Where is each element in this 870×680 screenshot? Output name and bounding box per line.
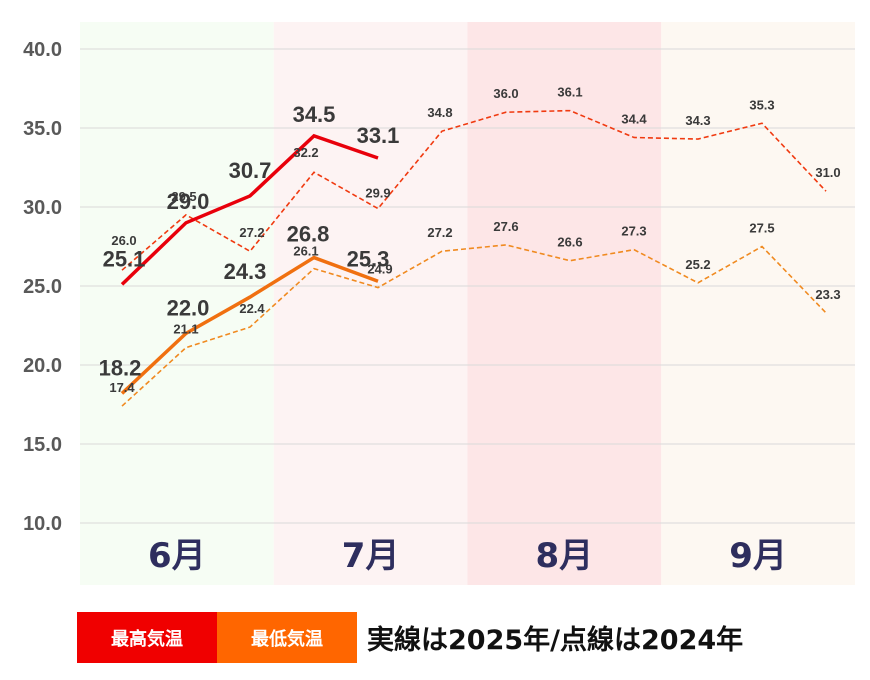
data-label-min2024: 27.2 (427, 225, 452, 240)
month-band (661, 22, 855, 585)
data-label-max2024: 36.1 (557, 85, 582, 100)
data-label-max2024: 36.0 (493, 86, 518, 101)
y-tick-label: 10.0 (23, 513, 62, 535)
data-label-max2024: 35.3 (749, 97, 774, 112)
legend-note: 実線は2025年/点線は2024年 (367, 625, 744, 656)
series-line-max2025 (120, 133, 379, 286)
data-label-max2025: 25.1 (103, 246, 146, 271)
month-label: 8月 (536, 536, 594, 576)
data-label-min2024: 23.3 (815, 287, 840, 302)
data-label-max2024: 32.2 (293, 145, 318, 160)
data-label-min2024: 22.4 (239, 301, 265, 316)
data-label-max2024: 27.2 (239, 225, 264, 240)
data-label-min2025: 22.0 (167, 295, 210, 320)
month-label: 7月 (342, 536, 400, 576)
legend-max-temp: 最高気温 (77, 612, 217, 663)
data-label-max2025: 29.0 (167, 189, 210, 214)
data-label-min2025: 25.3 (347, 246, 390, 271)
y-tick-label: 40.0 (23, 39, 62, 61)
series-line-max2024 (121, 109, 827, 271)
data-label-min2024: 25.2 (685, 257, 710, 272)
data-label-min2025: 24.3 (224, 259, 267, 284)
y-tick-label: 15.0 (23, 434, 62, 456)
data-label-max2025: 30.7 (229, 158, 272, 183)
data-label-max2024: 29.9 (365, 186, 390, 201)
data-label-max2024: 31.0 (815, 165, 840, 180)
y-tick-label: 20.0 (23, 355, 62, 377)
month-band (467, 22, 662, 585)
data-label-min2024: 21.1 (173, 322, 198, 337)
legend: 最高気温 最低気温 実線は2025年/点線は2024年 (77, 612, 743, 663)
series-lines (120, 109, 827, 407)
month-label: 9月 (729, 536, 787, 576)
gridlines (80, 48, 855, 524)
data-label-min2024: 17.4 (109, 380, 135, 395)
month-label: 6月 (148, 536, 206, 576)
y-tick-label: 30.0 (23, 197, 62, 219)
month-bands (80, 22, 855, 585)
data-label-max2025: 33.1 (357, 123, 400, 148)
data-label-min2025: 18.2 (99, 355, 142, 380)
data-label-min2024: 27.5 (749, 221, 774, 236)
data-label-max2024: 34.8 (427, 105, 452, 120)
legend-min-temp: 最低気温 (217, 612, 357, 663)
data-label-min2024: 27.6 (493, 219, 518, 234)
data-label-max2024: 26.0 (111, 233, 136, 248)
data-labels: 25.1 29.0 30.7 34.5 33.1 18.2 22.0 24.3 26.8 25.3… (99, 85, 841, 395)
data-label-min2024: 24.9 (367, 262, 392, 277)
data-label-max2024: 34.3 (685, 113, 710, 128)
data-label-min2024: 26.6 (557, 235, 582, 250)
series-line-min2025 (120, 255, 379, 395)
data-label-min2024: 27.3 (621, 224, 646, 239)
temperature-chart: 10.0 15.0 20.0 25.0 30.0 35.0 40.0 25.1 29.0 30.… (23, 22, 855, 585)
data-label-min2025: 26.8 (287, 222, 330, 247)
data-label-max2024: 29.5 (171, 189, 196, 204)
y-tick-label: 25.0 (23, 276, 62, 298)
y-axis-ticks: 10.0 15.0 20.0 25.0 30.0 35.0 40.0 (23, 39, 62, 535)
data-label-max2025: 34.5 (293, 102, 336, 127)
month-labels: 6月 7月 8月 9月 (148, 536, 787, 576)
month-band (273, 22, 468, 585)
series-line-min2024 (121, 244, 827, 407)
data-label-min2024: 26.1 (293, 244, 318, 259)
y-tick-label: 35.0 (23, 118, 62, 140)
data-label-max2024: 34.4 (621, 111, 647, 126)
